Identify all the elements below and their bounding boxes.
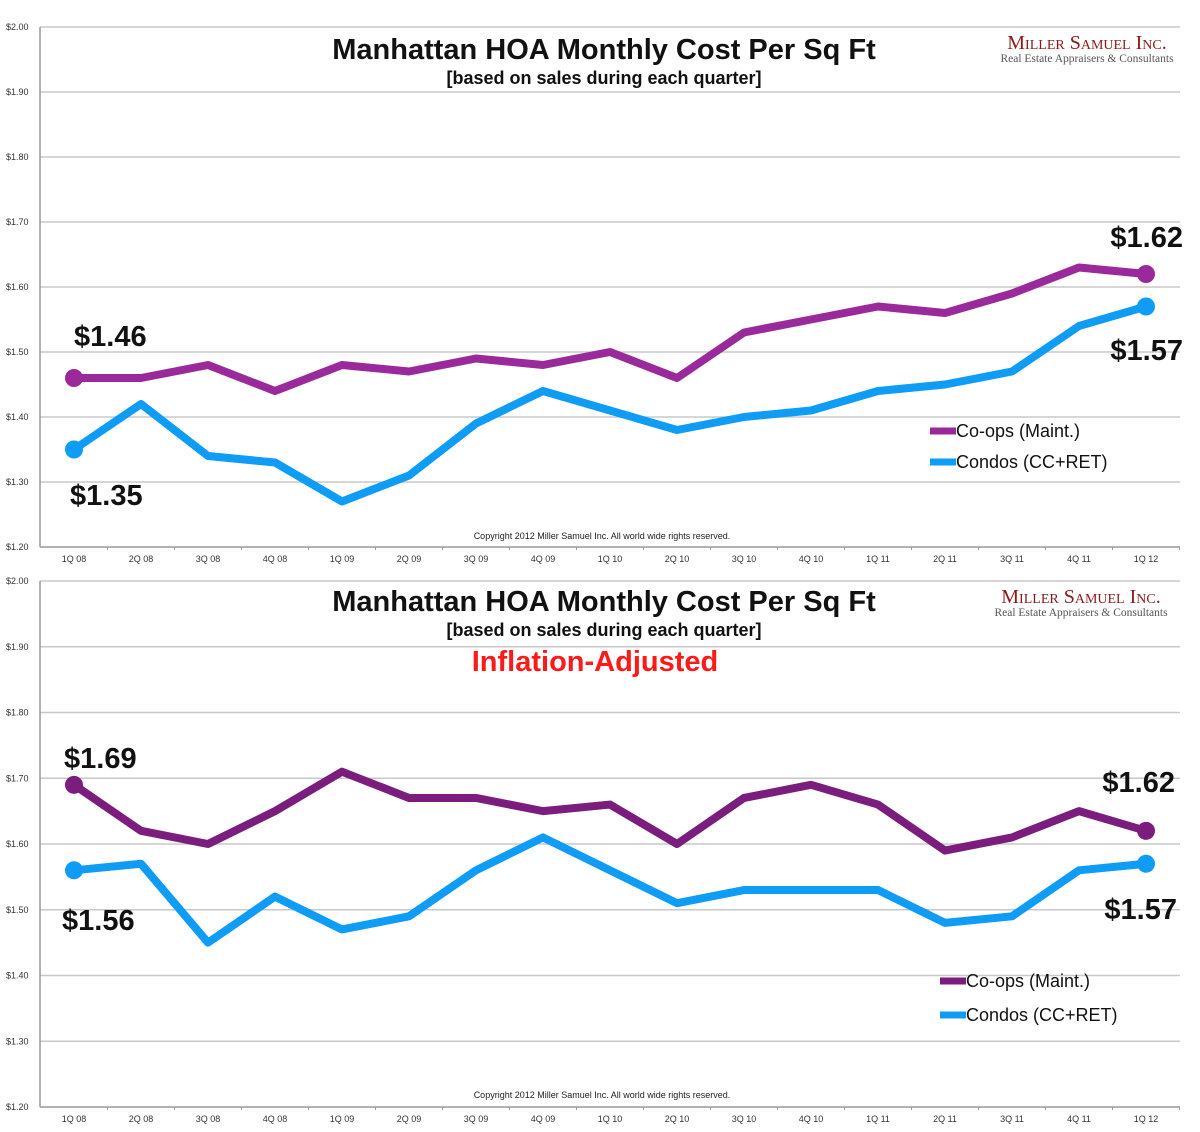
y-tick-label: $1.90 xyxy=(6,642,29,652)
x-tick-label: 3Q 08 xyxy=(196,1114,221,1124)
y-tick-label: $1.50 xyxy=(6,347,29,357)
y-tick-label: $1.90 xyxy=(6,87,29,97)
y-tick-label: $2.00 xyxy=(6,22,29,32)
value-annotation: $1.57 xyxy=(1110,335,1183,367)
logo-name: Miller Samuel Inc. xyxy=(1007,32,1166,54)
x-tick-label: 1Q 11 xyxy=(866,554,890,564)
logo-name: Miller Samuel Inc. xyxy=(1001,586,1160,608)
x-tick-label: 2Q 08 xyxy=(129,1114,154,1124)
data-point-coops xyxy=(65,369,83,387)
series-line-coops xyxy=(70,767,1150,855)
value-annotation: $1.46 xyxy=(74,321,147,353)
x-tick-label: 3Q 08 xyxy=(196,554,221,564)
x-tick-label: 4Q 11 xyxy=(1067,554,1091,564)
x-tick-label: 2Q 09 xyxy=(397,554,422,564)
data-point-coops xyxy=(1137,821,1155,840)
x-tick-label: 3Q 11 xyxy=(1000,554,1024,564)
data-point-condos xyxy=(1137,854,1155,873)
legend-label: Condos (CC+RET) xyxy=(966,1005,1118,1025)
series-line-condos xyxy=(70,833,1150,947)
inflation-adjusted-label: Inflation-Adjusted xyxy=(472,646,718,678)
series-line-condos xyxy=(70,302,1150,506)
copyright: Copyright 2012 Miller Samuel Inc. All wo… xyxy=(474,531,731,541)
x-tick-label: 1Q 12 xyxy=(1134,554,1159,564)
x-tick-label: 3Q 09 xyxy=(464,1114,489,1124)
data-point-coops xyxy=(65,775,83,794)
y-tick-label: $1.60 xyxy=(6,839,29,849)
chart-title: Manhattan HOA Monthly Cost Per Sq Ft xyxy=(332,34,876,66)
x-tick-label: 1Q 10 xyxy=(598,554,623,564)
chart-subtitle: [based on sales during each quarter] xyxy=(446,620,761,640)
logo-tagline: Real Estate Appraisers & Consultants xyxy=(994,607,1168,619)
value-annotation: $1.57 xyxy=(1104,894,1177,926)
x-tick-label: 1Q 09 xyxy=(330,1114,355,1124)
x-tick-label: 4Q 09 xyxy=(531,554,556,564)
chart-2: $1.20 $1.30 $1.40 $1.50 $1.60 $1.70 $1.80 $1.90… xyxy=(6,576,1180,1124)
y-tick-label: $1.50 xyxy=(6,905,29,915)
value-annotation: $1.62 xyxy=(1110,222,1183,254)
x-tick-label: 4Q 08 xyxy=(263,554,288,564)
legend-label: Co-ops (Maint.) xyxy=(956,421,1080,441)
x-tick-label: 2Q 11 xyxy=(933,554,957,564)
y-tick-label: $1.60 xyxy=(6,282,29,292)
y-tick-label: $1.20 xyxy=(6,1102,29,1112)
copyright: Copyright 2012 Miller Samuel Inc. All wo… xyxy=(474,1090,731,1100)
x-tick-label: 3Q 10 xyxy=(732,554,757,564)
x-tick-label: 4Q 08 xyxy=(263,1114,288,1124)
data-point-condos xyxy=(65,861,83,880)
x-tick-label: 3Q 10 xyxy=(732,1114,757,1124)
value-annotation: $1.35 xyxy=(70,480,143,512)
x-tick-label: 1Q 10 xyxy=(598,1114,623,1124)
value-annotation: $1.62 xyxy=(1102,767,1175,799)
series-line-coops xyxy=(70,263,1150,395)
x-tick-label: 4Q 10 xyxy=(799,1114,824,1124)
x-tick-label: 1Q 08 xyxy=(62,554,87,564)
x-tick-label: 4Q 11 xyxy=(1067,1114,1091,1124)
logo-tagline: Real Estate Appraisers & Consultants xyxy=(1000,53,1174,65)
legend-label: Condos (CC+RET) xyxy=(956,452,1108,472)
x-tick-label: 2Q 10 xyxy=(665,554,690,564)
chart-1: $1.20 $1.30 $1.40 $1.50 $1.60 $1.70 $1.80 $1.90… xyxy=(6,22,1183,564)
y-tick-label: $1.70 xyxy=(6,217,29,227)
chart-title: Manhattan HOA Monthly Cost Per Sq Ft xyxy=(332,586,876,618)
data-point-condos xyxy=(1137,297,1155,316)
y-tick-label: $1.70 xyxy=(6,773,29,783)
y-tick-label: $1.40 xyxy=(6,971,29,981)
value-annotation: $1.56 xyxy=(62,905,135,937)
x-tick-label: 1Q 08 xyxy=(62,1114,87,1124)
x-tick-label: 3Q 11 xyxy=(1000,1114,1024,1124)
x-tick-label: 3Q 09 xyxy=(464,554,489,564)
y-tick-label: $1.20 xyxy=(6,542,29,552)
x-tick-label: 1Q 12 xyxy=(1134,1114,1159,1124)
x-tick-label: 2Q 10 xyxy=(665,1114,690,1124)
data-point-coops xyxy=(1137,265,1155,283)
x-tick-label: 4Q 09 xyxy=(531,1114,556,1124)
legend-label: Co-ops (Maint.) xyxy=(966,971,1090,991)
x-tick-label: 4Q 10 xyxy=(799,554,824,564)
data-point-condos xyxy=(65,440,83,459)
x-tick-label: 2Q 09 xyxy=(397,1114,422,1124)
y-tick-label: $1.30 xyxy=(6,1036,29,1046)
x-tick-label: 1Q 11 xyxy=(866,1114,890,1124)
y-tick-label: $1.80 xyxy=(6,152,29,162)
chart-subtitle: [based on sales during each quarter] xyxy=(446,68,761,88)
y-tick-label: $1.30 xyxy=(6,477,29,487)
y-tick-label: $1.80 xyxy=(6,708,29,718)
value-annotation: $1.69 xyxy=(64,743,137,775)
x-tick-label: 2Q 08 xyxy=(129,554,154,564)
y-tick-label: $1.40 xyxy=(6,412,29,422)
x-tick-label: 1Q 09 xyxy=(330,554,355,564)
x-tick-label: 2Q 11 xyxy=(933,1114,957,1124)
y-tick-label: $2.00 xyxy=(6,576,29,586)
